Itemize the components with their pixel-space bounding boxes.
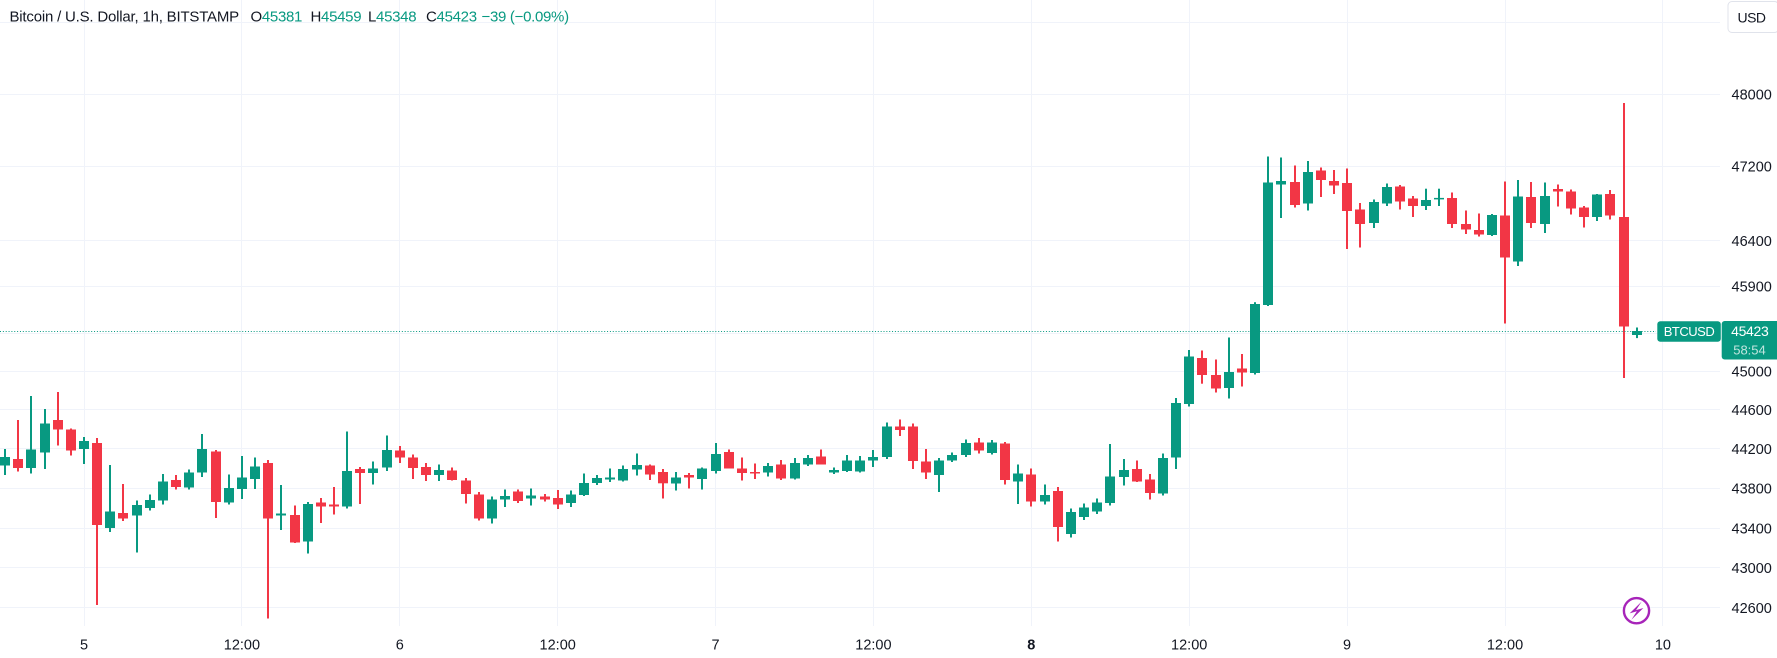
svg-text:43800: 43800 — [1732, 481, 1772, 497]
svg-text:58:54: 58:54 — [1733, 343, 1766, 358]
svg-text:42600: 42600 — [1732, 601, 1772, 617]
svg-text:43400: 43400 — [1732, 522, 1772, 538]
svg-text:8: 8 — [1027, 638, 1035, 654]
svg-text:L45348: L45348 — [368, 9, 416, 26]
svg-text:USD: USD — [1737, 9, 1765, 25]
svg-text:12:00: 12:00 — [855, 638, 891, 654]
svg-text:12:00: 12:00 — [224, 638, 260, 654]
svg-text:12:00: 12:00 — [540, 638, 576, 654]
svg-text:44200: 44200 — [1732, 442, 1772, 458]
svg-text:−39 (−0.09%): −39 (−0.09%) — [482, 9, 570, 26]
svg-text:47200: 47200 — [1732, 159, 1772, 175]
svg-text:BTCUSD: BTCUSD — [1664, 324, 1715, 339]
svg-text:H45459: H45459 — [311, 9, 362, 26]
svg-text:46400: 46400 — [1732, 234, 1772, 250]
svg-text:45000: 45000 — [1732, 365, 1772, 381]
svg-text:12:00: 12:00 — [1487, 638, 1523, 654]
svg-text:5: 5 — [80, 638, 88, 654]
svg-text:45900: 45900 — [1732, 280, 1772, 296]
svg-text:44600: 44600 — [1732, 403, 1772, 419]
svg-text:C45423: C45423 — [426, 9, 477, 26]
svg-text:O45381: O45381 — [251, 9, 303, 26]
svg-text:12:00: 12:00 — [1171, 638, 1207, 654]
svg-text:7: 7 — [711, 638, 719, 654]
svg-text:48000: 48000 — [1732, 87, 1772, 103]
svg-text:45423: 45423 — [1731, 323, 1769, 339]
svg-text:43000: 43000 — [1732, 561, 1772, 577]
svg-text:10: 10 — [1655, 638, 1671, 654]
svg-text:6: 6 — [396, 638, 404, 654]
svg-text:Bitcoin / U.S. Dollar, 1h, BIT: Bitcoin / U.S. Dollar, 1h, BITSTAMP — [10, 9, 240, 26]
svg-text:9: 9 — [1343, 638, 1351, 654]
